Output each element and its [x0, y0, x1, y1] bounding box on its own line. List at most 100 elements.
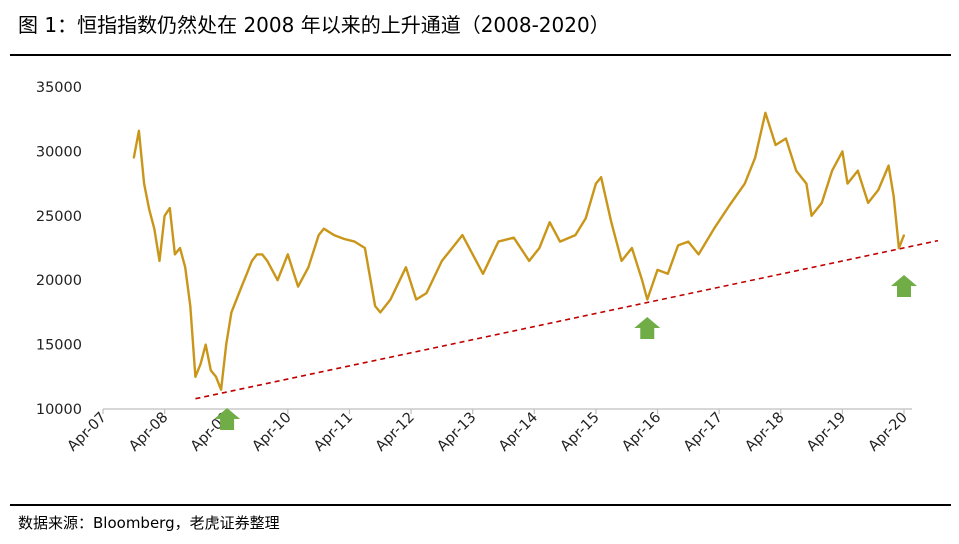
- x-tick-label: Apr-14: [496, 410, 541, 455]
- data-point: [143, 182, 145, 185]
- data-point: [610, 221, 613, 224]
- data-point: [805, 182, 808, 185]
- data-point: [743, 182, 746, 185]
- data-point: [810, 214, 813, 217]
- data-point: [877, 189, 880, 191]
- data-point: [220, 388, 222, 391]
- data-point: [461, 234, 464, 237]
- data-point: [677, 244, 679, 247]
- x-tick-label: Apr-20: [866, 410, 911, 455]
- y-tick-label: 30000: [36, 144, 82, 160]
- bottom-divider: [10, 504, 951, 506]
- data-point: [276, 279, 279, 282]
- data-point: [168, 207, 171, 209]
- x-axis-labels: Apr-07 Apr-08 Apr-09 Apr-10 Apr-11 Apr-12 Apr-…: [65, 410, 911, 455]
- series-layer: [132, 111, 906, 391]
- data-point: [620, 259, 623, 262]
- trendline-layer: [195, 239, 939, 400]
- data-point: [225, 343, 228, 346]
- x-tick-label: Apr-16: [619, 410, 664, 455]
- data-point: [600, 176, 602, 179]
- data-point: [307, 266, 310, 269]
- data-point: [163, 214, 166, 217]
- x-tick-label: Apr-15: [558, 410, 603, 455]
- data-point: [482, 272, 484, 275]
- data-point: [333, 234, 335, 237]
- data-point: [764, 111, 767, 114]
- up-arrow-icon: [634, 317, 661, 339]
- data-point: [179, 247, 181, 249]
- data-point: [846, 182, 849, 185]
- data-point: [415, 298, 418, 301]
- data-point: [363, 247, 366, 249]
- data-point: [209, 369, 212, 372]
- data-point: [199, 363, 202, 365]
- data-point: [646, 298, 649, 301]
- y-tick-label: 35000: [36, 80, 82, 96]
- data-point: [256, 253, 258, 256]
- data-point: [425, 292, 428, 294]
- x-tick-label: Apr-10: [250, 410, 295, 455]
- y-tick-label: 15000: [36, 338, 82, 354]
- data-point: [451, 247, 454, 249]
- y-tick-label: 10000: [36, 402, 82, 418]
- y-axis-labels: 10000 15000 20000 25000 30000 35000: [36, 80, 82, 418]
- data-point: [153, 227, 156, 230]
- data-point: [343, 238, 346, 240]
- data-point: [353, 240, 356, 243]
- data-point: [754, 156, 756, 159]
- x-tick-label: Apr-08: [126, 410, 171, 455]
- data-point: [687, 240, 690, 243]
- data-point: [559, 240, 561, 243]
- x-tick-label: Apr-18: [742, 410, 787, 455]
- data-point: [245, 272, 248, 275]
- data-point: [892, 195, 895, 198]
- data-point: [528, 259, 531, 262]
- axes-layer: [102, 408, 912, 414]
- data-point: [132, 156, 135, 159]
- data-point: [389, 298, 392, 301]
- data-point: [785, 137, 787, 140]
- data-point: [173, 253, 176, 256]
- arrow-markers: [214, 275, 917, 430]
- data-point: [903, 234, 905, 237]
- data-point: [574, 234, 577, 237]
- data-point: [138, 129, 140, 132]
- data-point: [317, 234, 320, 237]
- x-tick-label: Apr-12: [373, 410, 418, 455]
- data-point: [297, 285, 300, 288]
- data-point: [856, 169, 859, 172]
- data-point: [897, 247, 900, 249]
- data-point: [820, 202, 823, 204]
- data-point: [841, 150, 844, 153]
- data-point: [538, 247, 541, 249]
- data-point: [266, 259, 269, 262]
- data-point: [235, 298, 238, 301]
- data-point: [405, 266, 407, 269]
- x-tick-label: Apr-17: [681, 410, 726, 455]
- data-point: [867, 202, 869, 204]
- data-point: [379, 311, 382, 314]
- data-point: [286, 253, 289, 256]
- data-point: [666, 272, 669, 275]
- source-note: 数据来源：Bloomberg，老虎证券整理: [18, 514, 280, 532]
- data-point: [774, 144, 777, 146]
- x-tick-label: Apr-13: [434, 410, 479, 455]
- data-point: [471, 253, 474, 256]
- x-tick-label: Apr-19: [804, 410, 849, 455]
- data-point: [204, 343, 207, 346]
- data-point: [374, 305, 377, 307]
- x-tick-label: Apr-11: [311, 410, 356, 455]
- data-point: [795, 169, 798, 172]
- data-point: [230, 311, 233, 314]
- data-point: [240, 285, 243, 288]
- trendline: [195, 239, 939, 400]
- data-point: [148, 208, 151, 211]
- data-point: [512, 236, 515, 239]
- hang-seng-index-line: [132, 111, 906, 391]
- data-point: [595, 182, 597, 185]
- data-point: [584, 217, 587, 220]
- data-point: [548, 221, 551, 224]
- data-point: [215, 375, 217, 378]
- data-point: [184, 266, 187, 269]
